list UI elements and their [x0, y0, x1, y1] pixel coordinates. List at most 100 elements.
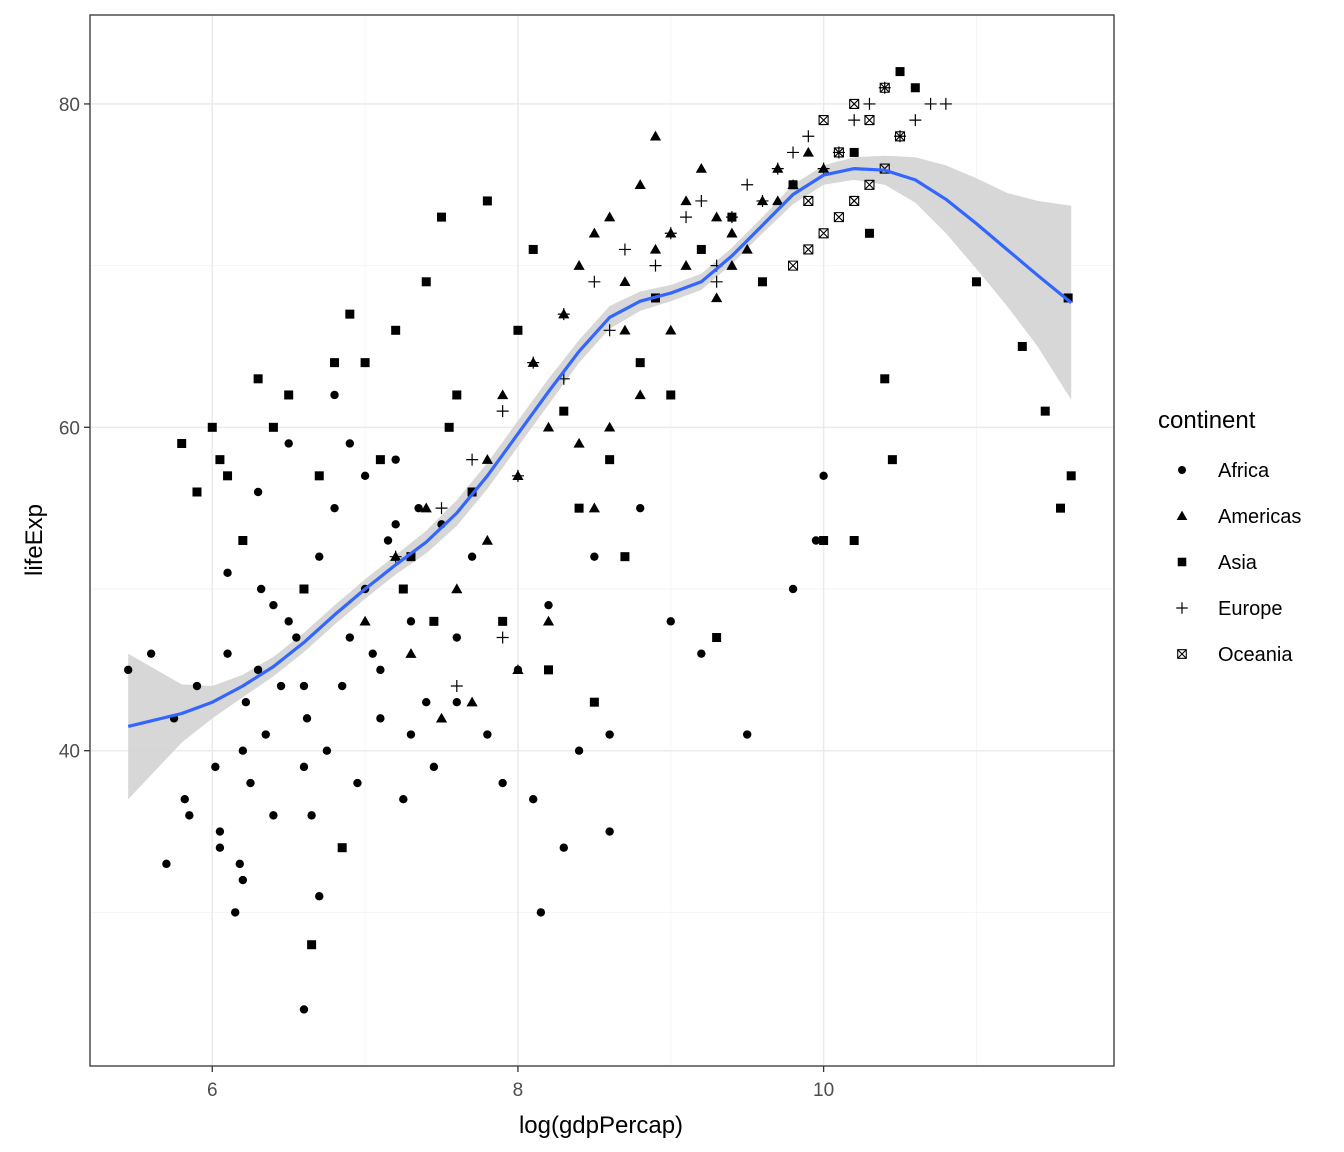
data-point-oceania	[849, 98, 860, 109]
legend-label-oceania: Oceania	[1218, 644, 1293, 666]
data-point-africa	[315, 892, 324, 901]
data-point-africa	[360, 471, 370, 481]
data-point-asia	[528, 244, 538, 254]
data-point-americas	[711, 292, 723, 303]
data-point-africa	[185, 811, 194, 820]
data-point-africa	[376, 665, 385, 675]
data-point-africa	[406, 617, 416, 626]
data-point-africa	[299, 1005, 309, 1014]
data-point-asia	[452, 390, 462, 400]
data-point-americas	[802, 146, 814, 157]
legend: continent Africa Americas Asia Europe Oceani…	[1158, 407, 1301, 666]
data-point-africa	[742, 730, 752, 739]
data-point-asia	[849, 147, 859, 157]
data-point-africa	[391, 455, 400, 464]
data-point-africa	[253, 487, 263, 497]
data-point-americas	[481, 454, 493, 464]
data-point-africa	[337, 681, 347, 691]
data-point-africa	[498, 778, 507, 788]
data-point-europe	[939, 97, 952, 110]
data-point-africa	[353, 778, 362, 788]
data-point-africa	[330, 503, 339, 513]
data-point-asia	[574, 503, 584, 513]
y-axis-ticks: 40 60 80	[59, 95, 90, 763]
data-point-asia	[910, 83, 920, 93]
data-point-americas	[741, 243, 753, 254]
data-point-europe	[741, 178, 754, 191]
data-point-asia	[498, 616, 508, 626]
data-point-americas	[726, 260, 738, 270]
data-point-asia	[398, 584, 408, 594]
x-tick-label: 10	[813, 1080, 834, 1101]
legend-entries: Africa Americas Asia Europe Oceania	[1176, 460, 1301, 666]
data-point-asia	[268, 422, 278, 432]
data-point-africa	[256, 584, 266, 594]
data-point-africa	[788, 584, 798, 594]
legend-key-asia	[1177, 557, 1187, 567]
data-point-asia	[207, 422, 217, 432]
data-point-americas	[481, 534, 493, 545]
data-point-americas	[711, 211, 723, 222]
data-point-europe	[496, 405, 509, 418]
data-point-americas	[726, 227, 738, 238]
data-point-africa	[422, 697, 431, 707]
data-point-americas	[512, 664, 524, 675]
data-point-europe	[664, 227, 677, 240]
data-point-africa	[246, 778, 255, 788]
data-point-africa	[452, 633, 462, 642]
data-point-asia	[421, 277, 431, 287]
data-point-americas	[649, 130, 662, 141]
data-point-americas	[497, 389, 509, 400]
data-point-asia	[223, 471, 233, 481]
legend-label-europe: Europe	[1218, 598, 1283, 620]
data-point-americas	[451, 583, 463, 594]
data-point-americas	[680, 260, 692, 270]
y-axis-title: lifeExp	[21, 504, 48, 576]
legend-label-americas: Americas	[1218, 506, 1301, 528]
data-point-asia	[666, 390, 676, 400]
data-point-asia	[360, 358, 370, 368]
data-point-africa	[299, 762, 309, 772]
data-point-europe	[603, 324, 616, 337]
data-point-americas	[435, 712, 448, 723]
data-point-americas	[695, 163, 707, 173]
data-point-asia	[330, 358, 340, 368]
x-tick-label: 6	[207, 1080, 218, 1101]
data-point-europe	[848, 114, 861, 127]
data-point-americas	[542, 421, 555, 432]
data-point-europe	[511, 469, 524, 482]
data-point-oceania	[818, 228, 829, 239]
data-point-asia	[307, 940, 317, 950]
legend-key-oceania	[1177, 649, 1187, 659]
data-point-asia	[757, 277, 767, 287]
data-point-africa	[292, 633, 301, 642]
data-point-europe	[909, 114, 922, 127]
data-point-africa	[368, 649, 377, 658]
data-point-europe	[756, 194, 769, 207]
data-point-europe	[527, 356, 540, 369]
data-point-asia	[895, 67, 905, 77]
data-point-africa	[284, 439, 293, 448]
data-point-asia	[1066, 471, 1076, 481]
x-axis-title: log(gdpPercap)	[519, 1112, 683, 1139]
data-point-asia	[215, 455, 225, 465]
data-point-africa	[544, 600, 553, 610]
data-point-africa	[307, 811, 316, 820]
y-tick-label: 80	[59, 95, 80, 116]
data-point-africa	[391, 520, 400, 529]
data-point-americas	[573, 260, 585, 270]
data-point-africa	[574, 746, 584, 755]
data-point-africa	[238, 875, 248, 885]
data-point-africa	[559, 843, 568, 852]
data-point-americas	[604, 421, 616, 432]
data-point-asia	[880, 374, 890, 384]
data-point-americas	[665, 324, 677, 335]
data-point-americas	[772, 195, 784, 206]
data-point-asia	[849, 536, 859, 545]
data-point-europe	[771, 162, 784, 175]
data-point-asia	[1040, 406, 1050, 416]
data-point-asia	[284, 390, 294, 400]
x-tick-label: 8	[513, 1080, 524, 1101]
